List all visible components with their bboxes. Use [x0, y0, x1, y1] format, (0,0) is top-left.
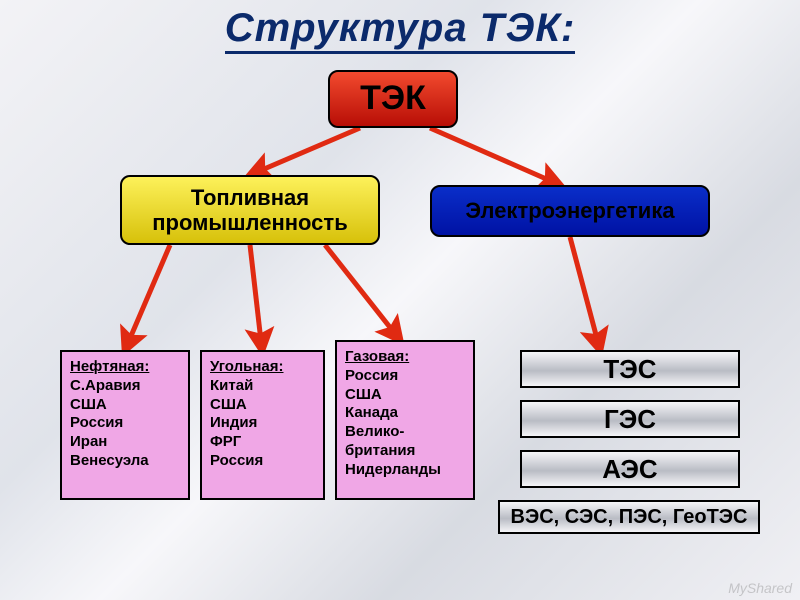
industry-line: Россия: [70, 414, 180, 433]
root-label: ТЭК: [360, 79, 426, 118]
industry-lines-coal: КитайСШАИндияФРГРоссия: [210, 377, 315, 471]
industry-header-gas: Газовая:: [345, 348, 465, 367]
industry-line: США: [345, 386, 465, 405]
industry-line: Иран: [70, 433, 180, 452]
power-branch-node: Электроэнергетика: [430, 185, 710, 237]
power-type-label: ТЭС: [603, 354, 656, 385]
fuel-branch-label: Топливная промышленность: [130, 185, 370, 236]
industry-line: Китай: [210, 377, 315, 396]
power-type-box: ГЭС: [520, 400, 740, 438]
connector-arrow: [125, 245, 170, 350]
industry-line: США: [70, 396, 180, 415]
connector-arrow: [250, 245, 262, 350]
connector-arrow: [250, 128, 360, 175]
industry-line: Россия: [210, 452, 315, 471]
slide-title-text: Структура ТЭК:: [225, 6, 576, 54]
connector-arrow: [430, 128, 560, 185]
industry-box-gas: Газовая: РоссияСШАКанадаВелико-британияН…: [335, 340, 475, 500]
power-type-box: ВЭС, СЭС, ПЭС, ГеоТЭС: [498, 500, 760, 534]
industry-line: Нидерланды: [345, 461, 465, 480]
power-type-box: ТЭС: [520, 350, 740, 388]
slide-title: Структура ТЭК:: [0, 6, 800, 54]
slide-stage: Структура ТЭК: ТЭК Топливная промышленно…: [0, 0, 800, 600]
power-branch-label: Электроэнергетика: [465, 198, 674, 223]
industry-line: ФРГ: [210, 433, 315, 452]
industry-lines-gas: РоссияСШАКанадаВелико-британияНидерланды: [345, 367, 465, 480]
industry-box-oil: Нефтяная: С.АравияСШАРоссияИранВенесуэла: [60, 350, 190, 500]
industry-line: Канада: [345, 404, 465, 423]
power-type-label: ВЭС, СЭС, ПЭС, ГеоТЭС: [511, 506, 748, 529]
industry-line: С.Аравия: [70, 377, 180, 396]
industry-line: Индия: [210, 414, 315, 433]
connector-arrow: [325, 245, 400, 340]
industry-lines-oil: С.АравияСШАРоссияИранВенесуэла: [70, 377, 180, 471]
power-type-label: ГЭС: [604, 404, 656, 435]
industry-header-oil: Нефтяная:: [70, 358, 180, 377]
industry-line: США: [210, 396, 315, 415]
power-type-label: АЭС: [602, 454, 657, 485]
industry-line: Велико-: [345, 423, 465, 442]
industry-line: Венесуэла: [70, 452, 180, 471]
industry-box-coal: Угольная: КитайСШАИндияФРГРоссия: [200, 350, 325, 500]
fuel-branch-node: Топливная промышленность: [120, 175, 380, 245]
industry-line: британия: [345, 442, 465, 461]
watermark: MyShared: [728, 580, 792, 596]
power-type-box: АЭС: [520, 450, 740, 488]
root-node: ТЭК: [328, 70, 458, 128]
industry-line: Россия: [345, 367, 465, 386]
industry-header-coal: Угольная:: [210, 358, 315, 377]
connector-arrow: [570, 237, 600, 350]
